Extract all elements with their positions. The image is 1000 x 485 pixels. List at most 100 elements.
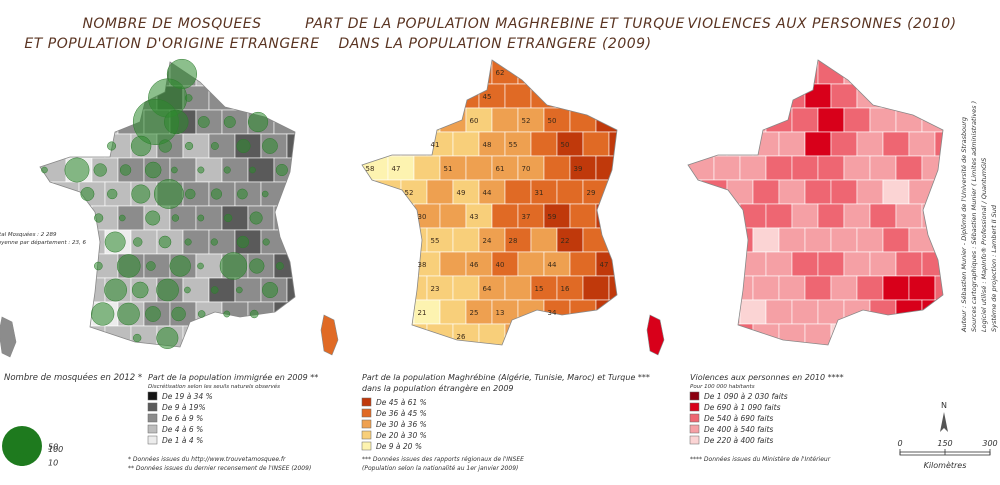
map-regions [688, 60, 943, 372]
department [144, 350, 170, 374]
department [817, 299, 845, 325]
legend-title: Part de la population immigrée en 2009 *… [148, 372, 318, 382]
department [688, 275, 702, 301]
department [765, 251, 793, 277]
department [362, 155, 363, 181]
department [688, 203, 689, 229]
department [791, 107, 819, 133]
department [856, 227, 884, 253]
department [752, 227, 780, 253]
department [40, 109, 67, 135]
map-1 [39, 58, 339, 374]
legend-swatch [689, 402, 700, 412]
legend-note: (Population selon la nationalité au 1er … [362, 465, 518, 472]
department [921, 155, 943, 181]
mosque-bubble [261, 190, 269, 198]
mosque-bubble [146, 261, 156, 271]
department [739, 107, 767, 133]
department [608, 83, 617, 109]
department [400, 131, 428, 157]
department [362, 323, 376, 345]
department [400, 275, 428, 301]
department [752, 323, 780, 345]
department [778, 275, 806, 301]
department [595, 155, 617, 181]
department [413, 107, 441, 133]
legend-subtitle: Pour 100 000 habitants [690, 384, 755, 390]
mosque-bubble [119, 164, 132, 176]
department [273, 109, 295, 135]
mosque-bubble [210, 188, 223, 200]
department [700, 179, 728, 205]
department [465, 251, 493, 277]
department [273, 62, 295, 87]
department-label: 40 [496, 261, 505, 269]
legend-title: Nombre de mosquées en 2012 * [4, 372, 142, 383]
department [543, 60, 571, 85]
mosque-bubble [104, 231, 126, 253]
legend-swatch [689, 424, 700, 434]
department [556, 227, 584, 253]
department [869, 251, 897, 277]
department [300, 62, 326, 86]
department [582, 83, 610, 109]
map-stat: Total Mosquées : 2 289 [0, 231, 57, 238]
department [362, 60, 389, 85]
department-label: 31 [535, 189, 544, 197]
department [856, 83, 884, 109]
department [844, 348, 870, 372]
legend-note: *** Données issues des rapports régionau… [362, 456, 524, 463]
department [688, 323, 702, 345]
department [52, 325, 80, 347]
department [492, 348, 518, 372]
legend-label: De 45 à 61 % [376, 398, 427, 407]
mosque-bubble [133, 237, 143, 247]
department [921, 107, 943, 133]
department [766, 348, 792, 372]
legend-swatch [689, 413, 700, 423]
department [739, 60, 767, 85]
legend-bubble-label: 10 [48, 458, 58, 467]
department [465, 155, 493, 181]
department [921, 60, 943, 85]
department [413, 60, 441, 85]
department [700, 83, 728, 109]
department [400, 83, 428, 109]
department [726, 275, 754, 301]
department [622, 204, 648, 228]
department [478, 227, 506, 253]
department [400, 323, 428, 345]
map-regions [362, 60, 648, 372]
department-label: 50 [548, 117, 557, 125]
department [466, 348, 492, 372]
department [300, 158, 326, 182]
department [362, 251, 363, 277]
department [40, 205, 41, 231]
department [260, 85, 288, 111]
department [934, 227, 943, 253]
map-title: PART DE LA POPULATION MAGHREBINE ET TURQ… [305, 16, 685, 32]
mosque-bubble [236, 286, 243, 294]
department [530, 275, 558, 301]
department [688, 227, 702, 253]
department [713, 203, 741, 229]
legend-swatch [147, 435, 158, 445]
department [817, 155, 845, 181]
department [313, 182, 339, 206]
department [817, 203, 845, 229]
department [934, 83, 943, 109]
department [569, 155, 597, 181]
department [622, 252, 648, 276]
mosque-bubble [156, 327, 179, 349]
department [895, 60, 923, 85]
department [908, 323, 936, 345]
legend-note: **** Données issues du Ministère de l'In… [690, 456, 831, 463]
department [595, 107, 617, 133]
mosque-bubble [104, 278, 127, 302]
country-outline [39, 61, 296, 348]
mosque-bubble [117, 302, 140, 326]
mosque-bubble [262, 138, 278, 154]
mosque-bubble [145, 306, 161, 322]
legend-swatch [147, 413, 158, 423]
department [260, 325, 288, 347]
